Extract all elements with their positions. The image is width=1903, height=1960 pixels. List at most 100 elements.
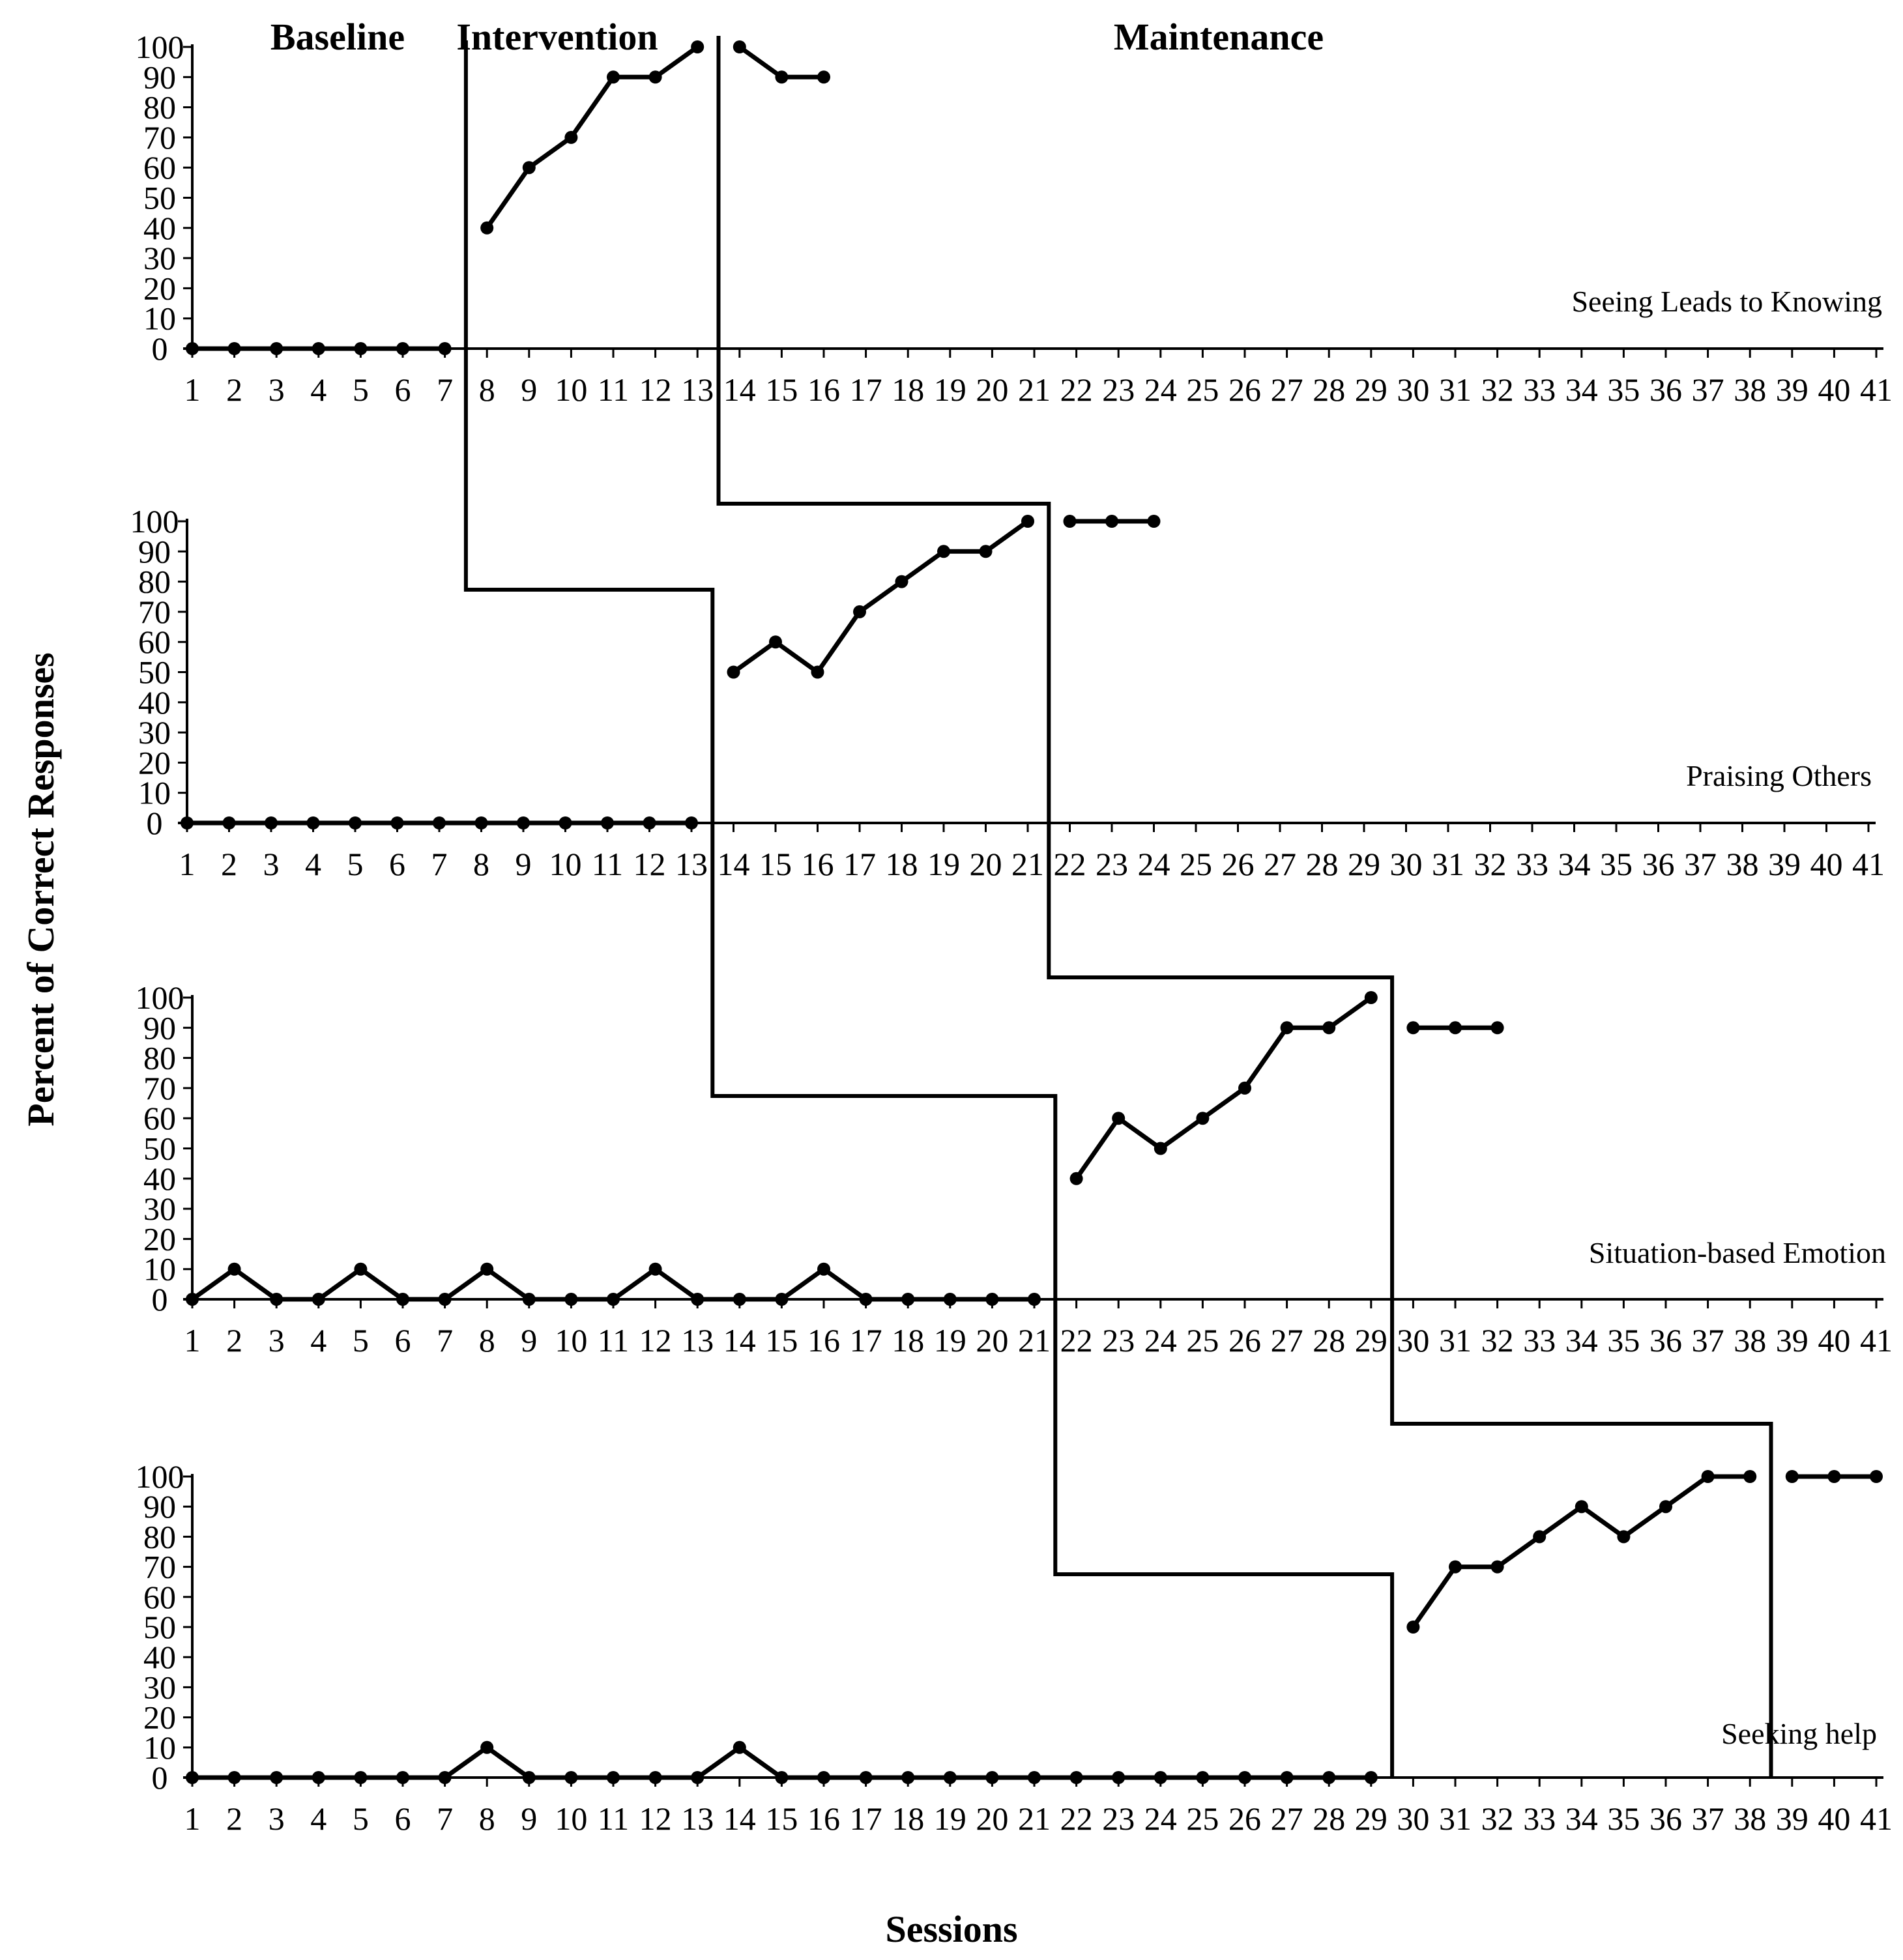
y-tick-label: 40 [143,1639,176,1675]
data-point [438,1293,452,1306]
x-tick-label: 4 [310,371,327,408]
x-tick-label: 41 [1860,371,1893,408]
y-tick-label: 10 [143,300,176,337]
x-tick-label: 25 [1186,1800,1219,1837]
x-tick-label: 8 [479,371,495,408]
x-tick-label: 17 [850,371,882,408]
x-tick-label: 12 [639,371,672,408]
y-tick-label: 90 [138,533,171,569]
data-point [648,1771,662,1784]
x-tick-label: 35 [1607,1322,1640,1359]
x-tick-label: 37 [1692,1800,1724,1837]
x-tick-label: 29 [1348,846,1380,882]
x-tick-label: 29 [1355,1800,1387,1837]
data-point [265,816,278,829]
x-tick-label: 32 [1474,846,1507,882]
x-tick-label: 26 [1222,846,1255,882]
data-point [517,816,530,829]
x-tick-label: 32 [1481,1800,1514,1837]
data-point [601,816,614,829]
data-point [433,816,446,829]
x-tick-label: 27 [1264,846,1296,882]
x-tick-label: 10 [555,1800,587,1837]
x-tick-label: 23 [1102,1322,1135,1359]
x-tick-label: 29 [1355,371,1387,408]
x-tick-label: 40 [1810,846,1843,882]
y-tick-label: 40 [143,210,176,246]
x-tick-label: 21 [1018,371,1051,408]
data-point [1238,1081,1251,1095]
x-tick-label: 8 [479,1800,495,1837]
data-point [985,1293,999,1306]
x-tick-label: 28 [1313,1322,1345,1359]
data-point [1827,1470,1841,1483]
x-tick-label: 12 [633,846,666,882]
data-point [691,1293,705,1306]
y-tick-label: 80 [143,89,176,126]
y-tick-label: 60 [143,1579,176,1615]
data-point [396,1771,409,1784]
data-point [1322,1771,1336,1784]
x-tick-label: 12 [639,1322,672,1359]
x-tick-label: 26 [1228,1800,1261,1837]
x-tick-label: 17 [843,846,876,882]
data-point [1743,1470,1757,1483]
x-tick-label: 39 [1776,1800,1809,1837]
data-point [1238,1771,1251,1784]
y-tick-label: 50 [143,180,176,216]
x-tick-label: 11 [598,1800,629,1837]
x-tick-label: 11 [598,1322,629,1359]
data-point [270,1771,283,1784]
x-tick-label: 14 [718,846,750,882]
series-line-intervention [731,519,1030,674]
y-tick-label: 30 [143,1190,176,1227]
data-point [733,1740,746,1754]
y-tick-label: 100 [136,1458,184,1495]
data-point [607,70,620,84]
x-tick-label: 23 [1102,371,1135,408]
x-tick-label: 30 [1390,846,1423,882]
x-tick-label: 5 [353,1322,369,1359]
data-point [943,1293,957,1306]
y-tick-label: 0 [152,330,168,367]
x-tick-label: 22 [1060,1800,1093,1837]
phase-label-maintenance: Maintenance [1114,16,1324,58]
y-tick-label: 10 [138,775,171,811]
y-tick-label: 90 [143,59,176,95]
y-tick-label: 100 [130,503,179,540]
x-tick-label: 5 [347,846,364,882]
x-tick-label: 36 [1642,846,1675,882]
x-tick-label: 2 [226,1800,242,1837]
x-tick-label: 9 [521,371,537,408]
data-point [227,1262,241,1276]
x-tick-label: 36 [1649,1322,1682,1359]
data-point [775,70,789,84]
data-point [691,40,705,53]
x-tick-label: 33 [1523,1800,1556,1837]
x-axis-title: Sessions [885,1908,1017,1950]
x-tick-label: 19 [934,1800,966,1837]
x-tick-label: 7 [437,1800,453,1837]
y-tick-label: 0 [147,805,163,841]
x-tick-label: 28 [1306,846,1339,882]
x-tick-label: 17 [850,1322,882,1359]
x-tick-label: 20 [976,1322,1008,1359]
x-tick-label: 15 [765,1800,798,1837]
x-tick-label: 5 [353,1800,369,1837]
x-tick-label: 37 [1684,846,1717,882]
x-tick-label: 8 [473,846,489,882]
data-point [733,40,746,53]
data-point [312,1293,325,1306]
x-tick-label: 9 [521,1322,537,1359]
y-tick-label: 70 [143,1070,176,1106]
x-tick-label: 13 [681,1322,714,1359]
data-point [817,70,830,84]
data-point [227,342,241,355]
x-tick-label: 32 [1481,371,1514,408]
phase-change-line-baseline-intervention [463,40,1395,1779]
x-tick-label: 34 [1558,846,1591,882]
